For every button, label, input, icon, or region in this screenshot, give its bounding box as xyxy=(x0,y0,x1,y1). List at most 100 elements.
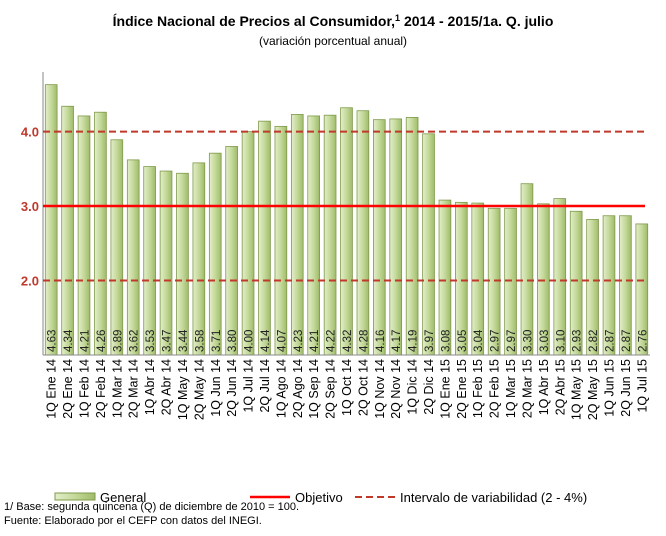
bar xyxy=(176,172,189,356)
title-superscript: 1 xyxy=(395,13,400,23)
chart-title: Índice Nacional de Precios al Consumidor… xyxy=(113,13,554,29)
data-label: 4.22 xyxy=(326,330,338,352)
x-tick-label: 1Q May 15 xyxy=(570,359,584,420)
data-label: 3.80 xyxy=(227,330,239,352)
x-tick-label: 1Q Mar 14 xyxy=(110,359,124,418)
bar xyxy=(159,170,173,356)
title-rest: 2014 - 2015/1a. Q. julio xyxy=(400,13,553,29)
legend-label: General xyxy=(100,490,146,505)
x-tick-label: 1Q Nov 14 xyxy=(373,359,387,419)
data-label: 3.04 xyxy=(473,329,485,352)
legend-label: Intervalo de variabilidad (2 - 4%) xyxy=(400,490,587,505)
x-tick-label: 1Q Jul 15 xyxy=(635,359,649,413)
data-label: 4.63 xyxy=(47,330,59,352)
x-tick-label: 2Q Ago 14 xyxy=(291,359,305,418)
x-tick-label: 2Q Ene 14 xyxy=(61,359,75,419)
x-tick-label: 1Q Ene 15 xyxy=(438,359,452,419)
x-tick-label: 2Q Oct 14 xyxy=(356,359,370,416)
x-tick-label: 1Q Sep 14 xyxy=(307,359,321,419)
data-label: 3.71 xyxy=(211,330,223,352)
y-tick-label: 3.0 xyxy=(21,199,39,214)
x-tick-label: 1Q Ago 14 xyxy=(274,359,288,418)
x-tick-label: 1Q May 14 xyxy=(176,359,190,420)
data-label: 2.87 xyxy=(621,330,633,352)
bar xyxy=(307,115,320,356)
bar xyxy=(356,110,370,356)
data-label: 3.62 xyxy=(129,330,141,352)
x-tick-label: 1Q Abr 14 xyxy=(143,359,157,415)
data-label: 4.21 xyxy=(80,330,92,352)
data-label: 2.76 xyxy=(637,330,649,352)
data-label: 2.87 xyxy=(604,330,616,352)
x-tick-label: 1Q Feb 15 xyxy=(471,359,485,418)
data-label: 4.00 xyxy=(244,330,256,352)
bar xyxy=(241,131,255,356)
footnote: 1/ Base: segunda quincena (Q) de diciemb… xyxy=(4,501,299,513)
bar xyxy=(258,120,271,356)
data-label: 4.17 xyxy=(391,330,403,352)
x-tick-label: 1Q Mar 15 xyxy=(504,359,518,418)
bar xyxy=(373,119,386,356)
legend-swatch xyxy=(54,492,96,501)
x-tick-label: 1Q Dic 14 xyxy=(406,359,420,415)
x-tick-label: 2Q Dic 14 xyxy=(422,359,436,415)
x-tick-label: 2Q Feb 15 xyxy=(488,359,502,418)
data-label: 3.44 xyxy=(178,329,190,352)
data-label: 2.93 xyxy=(572,330,584,352)
x-tick-label: 1Q Ene 14 xyxy=(45,359,59,419)
data-label: 3.53 xyxy=(145,330,157,352)
x-tick-label: 2Q Abr 15 xyxy=(553,359,567,415)
data-label: 3.10 xyxy=(555,330,567,352)
data-label: 4.23 xyxy=(293,330,305,352)
y-tick-label: 4.0 xyxy=(21,125,39,140)
data-label: 3.58 xyxy=(194,330,206,352)
x-tick-label: 2Q Feb 14 xyxy=(94,359,108,418)
bar xyxy=(274,125,288,356)
x-tick-label: 2Q May 14 xyxy=(192,359,206,420)
x-tick-label: 1Q Jun 14 xyxy=(209,359,223,417)
x-tick-label: 2Q May 15 xyxy=(586,359,600,420)
bar xyxy=(208,152,222,356)
bar xyxy=(340,107,353,356)
x-tick-label: 2Q Ene 15 xyxy=(455,359,469,419)
x-tick-label: 2Q Sep 14 xyxy=(324,359,338,419)
data-label: 4.19 xyxy=(408,330,420,352)
data-label: 4.16 xyxy=(375,330,387,352)
bar xyxy=(520,183,534,356)
data-label: 4.26 xyxy=(96,330,108,352)
bar xyxy=(323,114,337,356)
data-label: 4.28 xyxy=(358,330,370,352)
y-tick-label: 2.0 xyxy=(21,274,39,289)
bar xyxy=(389,118,403,356)
x-tick-label: 1Q Jun 15 xyxy=(602,359,616,417)
data-label: 3.08 xyxy=(440,330,452,352)
legend-label: Objetivo xyxy=(295,490,343,505)
data-label: 4.21 xyxy=(309,330,321,352)
x-tick-label: 1Q Jul 14 xyxy=(242,359,256,413)
footnote: Fuente: Elaborado por el CEFP con datos … xyxy=(4,515,262,527)
data-label: 4.07 xyxy=(276,330,288,352)
x-tick-label: 1Q Oct 14 xyxy=(340,359,354,416)
title-main: Índice Nacional de Precios al Consumidor… xyxy=(113,13,395,29)
x-tick-label: 1Q Abr 15 xyxy=(537,359,551,415)
data-label: 4.14 xyxy=(260,329,272,352)
x-tick-label: 2Q Nov 14 xyxy=(389,359,403,419)
x-tick-label: 2Q Mar 14 xyxy=(127,359,141,418)
data-label: 3.97 xyxy=(424,330,436,352)
data-label: 3.05 xyxy=(457,330,469,352)
bar xyxy=(422,133,435,356)
bar xyxy=(61,105,74,356)
x-tick-label: 2Q Jun 15 xyxy=(619,359,633,417)
bar xyxy=(110,139,124,356)
bar xyxy=(143,166,156,356)
data-label: 4.34 xyxy=(63,329,75,352)
bar xyxy=(44,84,58,356)
x-tick-label: 2Q Jun 14 xyxy=(225,359,239,417)
data-label: 2.97 xyxy=(506,330,518,352)
bar xyxy=(126,159,140,356)
data-label: 2.82 xyxy=(588,330,600,352)
bar xyxy=(94,111,107,356)
data-label: 4.32 xyxy=(342,330,354,352)
x-tick-label: 2Q Jul 14 xyxy=(258,359,272,413)
